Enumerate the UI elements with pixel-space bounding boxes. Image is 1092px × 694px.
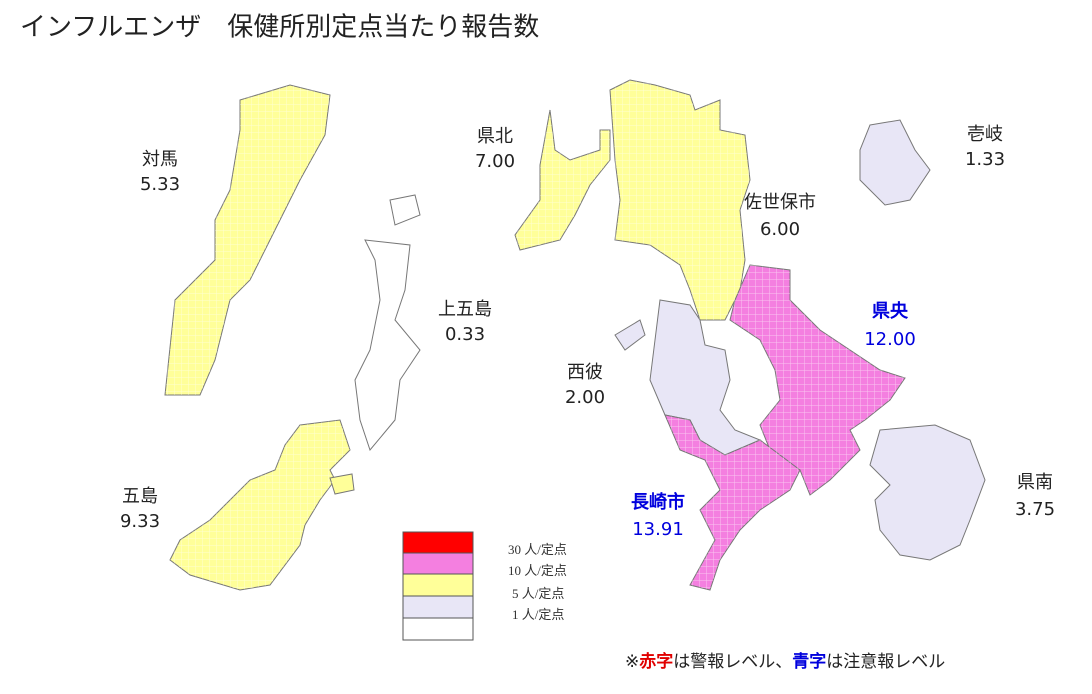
footnote: ※赤字は警報レベル、青字は注意報レベル [625,651,945,672]
region-value: 9.33 [120,511,160,532]
region-value: 1.33 [965,149,1005,170]
region-name: 長崎市 [631,491,685,513]
footnote-blue: 青字 [792,651,826,672]
region-kamigoto [354,239,421,452]
region-labels: 対馬 5.33 県北 7.00 上五島 0.33 佐世保市 6.00 壱岐 1.… [120,124,1055,540]
footnote-part: は注意報レベル [826,652,945,672]
region-name: 県央 [872,300,909,322]
region-name: 西彼 [567,362,603,383]
legend-label: 5 人/定点 [512,586,564,601]
region-value: 13.91 [632,519,684,540]
legend-swatch [402,552,474,575]
legend-swatch [402,573,474,597]
region-iki [859,119,931,206]
region-name: 五島 [122,486,158,507]
region-seihi [649,299,762,456]
legend-label: 1 人/定点 [512,607,564,622]
region-kennan [869,424,986,561]
title: インフルエンザ 保健所別定点当たり報告数 [20,13,539,43]
legend-label: 10 人/定点 [508,563,567,578]
footnote-part: は警報レベル、 [673,652,792,672]
region-value: 3.75 [1015,499,1055,520]
region-name: 県南 [1017,472,1053,493]
legend-label: 30 人/定点 [508,542,567,557]
region-value: 12.00 [864,329,916,350]
legend-swatch [402,531,474,554]
region-value: 7.00 [475,151,515,172]
legend-swatch [402,595,474,619]
region-name: 上五島 [438,299,492,320]
legend-swatch [402,617,474,641]
footnote-red: 赤字 [639,651,673,672]
region-name: 佐世保市 [744,192,816,213]
region-name: 対馬 [142,149,178,170]
footnote-part: ※ [625,652,639,672]
region-name: 壱岐 [967,124,1003,145]
region-value: 2.00 [565,387,605,408]
region-goto-islet [329,473,355,495]
region-value: 6.00 [760,219,800,240]
legend [402,531,474,641]
grid-overlay [165,80,905,590]
region-seihi-islet [614,319,646,351]
region-name: 県北 [477,126,513,147]
region-value: 5.33 [140,174,180,195]
region-kamigoto-islet [389,194,421,226]
region-value: 0.33 [445,324,485,345]
